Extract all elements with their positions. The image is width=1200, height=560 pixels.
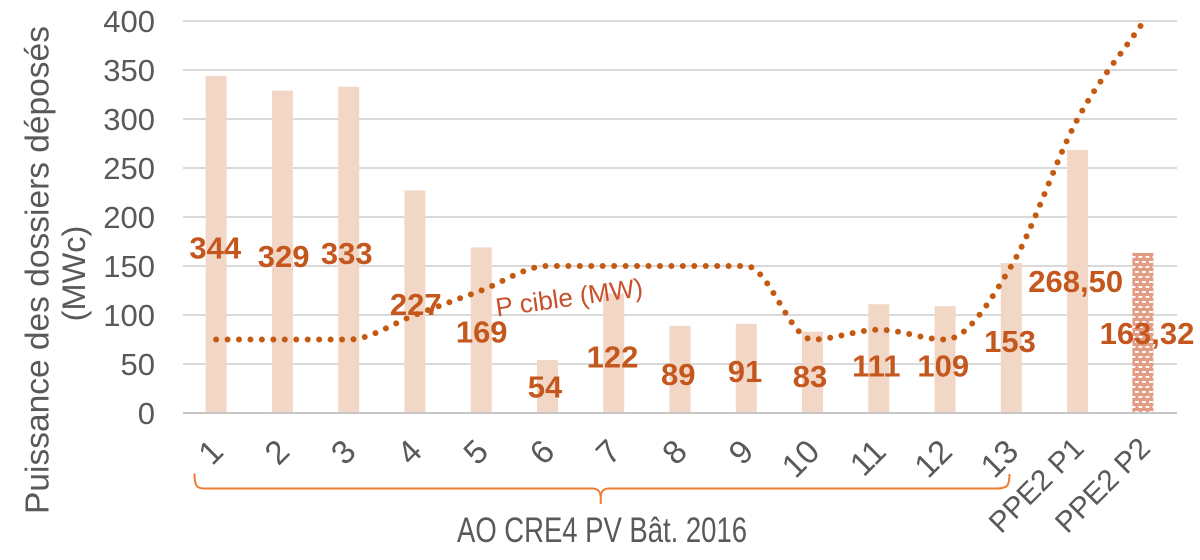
svg-text:329: 329 [258,239,310,274]
svg-text:350: 350 [103,53,155,88]
svg-text:8: 8 [655,432,694,471]
svg-text:400: 400 [103,4,155,39]
svg-text:0: 0 [138,396,155,431]
svg-text:91: 91 [728,354,762,389]
svg-text:2: 2 [257,432,296,471]
svg-text:89: 89 [661,357,695,392]
svg-text:163,32: 163,32 [1100,316,1195,351]
svg-text:9: 9 [721,432,760,471]
svg-text:83: 83 [793,359,827,394]
svg-text:300: 300 [103,102,155,137]
svg-text:200: 200 [103,200,155,235]
svg-text:333: 333 [321,236,373,271]
svg-text:6: 6 [522,432,561,471]
svg-text:1: 1 [191,432,230,471]
svg-text:5: 5 [456,432,495,471]
svg-text:344: 344 [189,231,241,266]
svg-text:122: 122 [587,340,639,375]
svg-text:Puissance des dossiers déposés: Puissance des dossiers déposés [20,26,57,514]
svg-text:10: 10 [774,432,826,484]
svg-text:100: 100 [103,298,155,333]
svg-text:169: 169 [456,315,508,350]
svg-text:3: 3 [324,432,363,471]
svg-text:12: 12 [907,432,959,484]
svg-text:50: 50 [121,347,155,382]
svg-text:7: 7 [589,432,628,471]
svg-text:4: 4 [390,432,429,471]
svg-text:13: 13 [973,432,1025,484]
svg-text:150: 150 [103,249,155,284]
svg-text:227: 227 [390,287,442,322]
svg-text:AO CRE4 PV Bât. 2016: AO CRE4 PV Bât. 2016 [457,511,747,550]
svg-text:268,50: 268,50 [1028,264,1123,299]
svg-text:153: 153 [984,324,1036,359]
svg-text:250: 250 [103,151,155,186]
svg-text:(MWc): (MWc) [56,226,92,322]
svg-text:111: 111 [852,348,900,383]
svg-text:109: 109 [917,348,969,383]
svg-text:54: 54 [528,370,563,405]
svg-text:11: 11 [842,432,892,482]
